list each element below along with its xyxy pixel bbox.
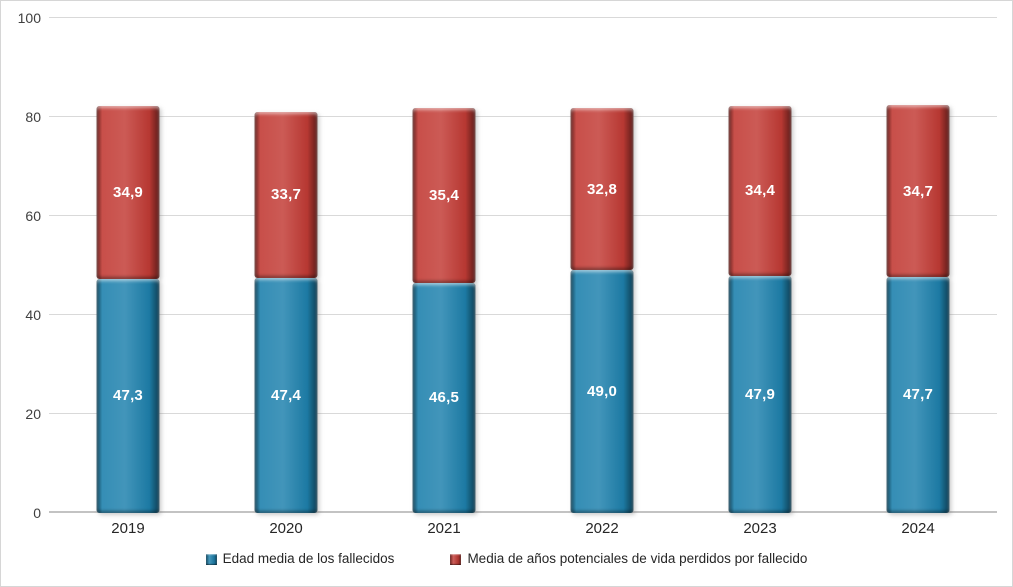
data-label: 47,9 — [745, 385, 775, 403]
legend-label-vida-perdidos: Media de años potenciales de vida perdid… — [467, 551, 808, 566]
data-label: 35,4 — [429, 186, 459, 204]
legend-item-vida-perdidos: Media de años potenciales de vida perdid… — [450, 551, 807, 567]
bar-group-2022: 49,0 32,8 — [570, 18, 634, 513]
bar-group-2020: 47,4 33,7 — [254, 18, 318, 513]
y-tick-label: 40 — [25, 307, 41, 323]
legend: Edad media de los fallecidos Media de añ… — [1, 551, 1012, 567]
bar-group-2019: 47,3 34,9 — [96, 18, 160, 513]
legend-swatch-red-icon — [450, 553, 462, 565]
bar-group-2021: 46,5 35,4 — [412, 18, 476, 513]
x-axis-line — [49, 511, 997, 513]
data-label: 47,7 — [903, 386, 933, 404]
legend-label-edad-media: Edad media de los fallecidos — [222, 551, 395, 566]
bar-segment-blue-2021: 46,5 — [412, 282, 476, 513]
x-tick-label-2023: 2023 — [743, 520, 777, 537]
bar-segment-blue-2023: 47,9 — [728, 275, 792, 513]
bar-segment-red-2021: 35,4 — [412, 107, 476, 283]
y-tick-label: 100 — [17, 10, 41, 26]
x-tick-label-2022: 2022 — [585, 520, 619, 537]
bar-segment-red-2019: 34,9 — [96, 106, 160, 279]
data-label: 34,9 — [112, 184, 143, 201]
data-label: 34,4 — [745, 182, 775, 200]
data-label: 46,5 — [429, 389, 459, 407]
bar-segment-blue-2020: 47,4 — [254, 278, 318, 513]
bar-segment-red-2024: 34,7 — [886, 105, 950, 277]
y-tick-label: 20 — [25, 406, 41, 422]
x-tick-label-2021: 2021 — [427, 520, 461, 537]
data-label: 47,4 — [271, 387, 301, 405]
data-label: 33,7 — [271, 186, 301, 204]
x-tick-label-2024: 2024 — [901, 520, 935, 537]
bar-group-2024: 47,7 34,7 — [886, 18, 950, 513]
legend-swatch-blue-icon — [205, 553, 217, 565]
gridline — [49, 215, 997, 216]
legend-item-edad-media: Edad media de los fallecidos — [205, 551, 395, 567]
bar-segment-red-2022: 32,8 — [570, 108, 634, 271]
y-tick-label: 0 — [33, 505, 41, 521]
plot-area: 0 20 40 60 80 100 47,3 34,9 2019 47,4 33,7 2020 46,5… — [18, 11, 997, 536]
y-tick-label: 60 — [25, 208, 41, 224]
gridline — [49, 116, 997, 117]
data-label: 47,3 — [112, 387, 143, 405]
gridline — [49, 413, 997, 414]
bar-segment-blue-2024: 47,7 — [886, 276, 950, 513]
bar-segment-red-2023: 34,4 — [728, 105, 792, 276]
gridline — [49, 314, 997, 315]
bar-group-2023: 47,9 34,4 — [728, 18, 792, 513]
bar-segment-blue-2022: 49,0 — [570, 270, 634, 513]
data-label: 34,7 — [903, 182, 933, 200]
bar-segment-blue-2019: 47,3 — [96, 278, 160, 513]
x-tick-label-2019: 2019 — [111, 520, 145, 537]
bar-segment-red-2020: 33,7 — [254, 111, 318, 279]
y-tick-label: 80 — [25, 109, 41, 125]
gridline — [49, 17, 997, 18]
x-tick-label-2020: 2020 — [269, 520, 303, 537]
data-label: 32,8 — [587, 180, 617, 198]
data-label: 49,0 — [587, 383, 617, 401]
